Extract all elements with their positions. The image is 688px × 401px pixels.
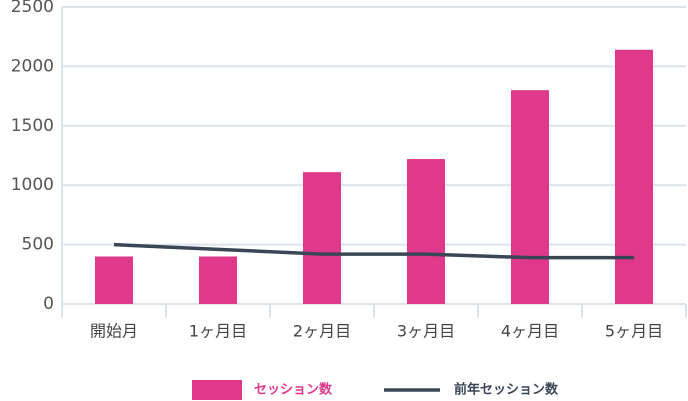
bar <box>615 49 653 304</box>
x-tick-label: 5ヶ月目 <box>605 322 663 341</box>
bar <box>303 172 341 304</box>
bar <box>199 256 237 304</box>
y-tick-label: 2000 <box>11 56 54 76</box>
y-tick-label: 1500 <box>11 116 54 136</box>
x-tick-label: 1ヶ月目 <box>189 322 247 341</box>
y-tick-label: 500 <box>22 235 54 255</box>
x-tick-label: 2ヶ月目 <box>293 322 351 341</box>
y-tick-label: 1000 <box>11 175 54 195</box>
x-tick-label: 開始月 <box>90 322 138 341</box>
line <box>113 242 634 260</box>
legend-swatch <box>192 380 242 400</box>
legend-label: 前年セッション数 <box>454 382 559 398</box>
bar <box>407 159 445 304</box>
x-tick-label: 3ヶ月目 <box>397 322 455 341</box>
legend-label: セッション数 <box>254 382 333 398</box>
y-tick-label: 2500 <box>11 0 54 17</box>
x-tick-label: 4ヶ月目 <box>501 322 559 341</box>
y-tick-label: 0 <box>43 294 54 314</box>
bar <box>95 256 133 304</box>
bar <box>511 90 549 304</box>
